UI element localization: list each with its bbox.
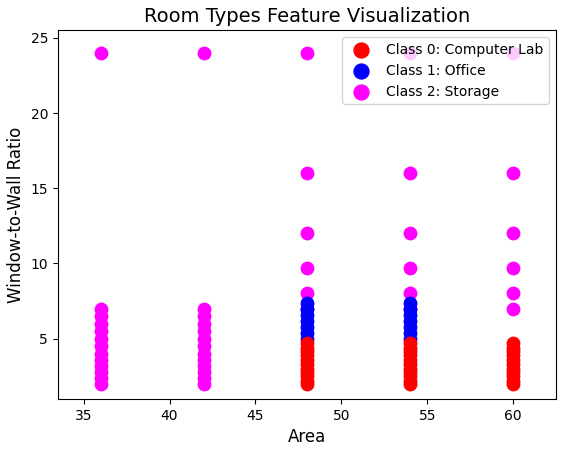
Class 2: Storage: (48, 24): Storage: (48, 24) bbox=[302, 49, 311, 57]
Class 1: Office: (48, 6.6): Office: (48, 6.6) bbox=[302, 311, 311, 318]
Legend: Class 0: Computer Lab, Class 1: Office, Class 2: Storage: Class 0: Computer Lab, Class 1: Office, … bbox=[342, 37, 549, 104]
Class 2: Storage: (36, 3.2): Storage: (36, 3.2) bbox=[96, 362, 105, 369]
Class 2: Storage: (54, 8): Storage: (54, 8) bbox=[405, 290, 414, 297]
Class 2: Storage: (36, 4): Storage: (36, 4) bbox=[96, 350, 105, 357]
Class 2: Storage: (36, 6): Storage: (36, 6) bbox=[96, 320, 105, 327]
Class 0: Computer Lab: (60, 3.6): Computer Lab: (60, 3.6) bbox=[508, 356, 517, 363]
Class 2: Storage: (42, 6.5): Storage: (42, 6.5) bbox=[199, 313, 208, 320]
Class 2: Storage: (36, 2): Storage: (36, 2) bbox=[96, 380, 105, 387]
Class 0: Computer Lab: (48, 3.6): Computer Lab: (48, 3.6) bbox=[302, 356, 311, 363]
Class 0: Computer Lab: (54, 4.2): Computer Lab: (54, 4.2) bbox=[405, 347, 414, 354]
Class 0: Computer Lab: (48, 2.2): Computer Lab: (48, 2.2) bbox=[302, 377, 311, 384]
Class 0: Computer Lab: (48, 2.8): Computer Lab: (48, 2.8) bbox=[302, 368, 311, 376]
Class 2: Storage: (48, 8): Storage: (48, 8) bbox=[302, 290, 311, 297]
Class 1: Office: (54, 5.8): Office: (54, 5.8) bbox=[405, 323, 414, 330]
Class 1: Office: (54, 5): Office: (54, 5) bbox=[405, 335, 414, 342]
Class 1: Office: (54, 6.2): Office: (54, 6.2) bbox=[405, 317, 414, 324]
Class 0: Computer Lab: (60, 3.3): Computer Lab: (60, 3.3) bbox=[508, 361, 517, 368]
Class 2: Storage: (42, 24): Storage: (42, 24) bbox=[199, 49, 208, 57]
Class 0: Computer Lab: (60, 3.9): Computer Lab: (60, 3.9) bbox=[508, 352, 517, 359]
Class 1: Office: (54, 7): Office: (54, 7) bbox=[405, 305, 414, 312]
Class 2: Storage: (60, 8): Storage: (60, 8) bbox=[508, 290, 517, 297]
Class 2: Storage: (48, 9.7): Storage: (48, 9.7) bbox=[302, 264, 311, 271]
Class 2: Storage: (48, 7): Storage: (48, 7) bbox=[302, 305, 311, 312]
Class 0: Computer Lab: (54, 3.6): Computer Lab: (54, 3.6) bbox=[405, 356, 414, 363]
Class 0: Computer Lab: (54, 3): Computer Lab: (54, 3) bbox=[405, 365, 414, 372]
Class 2: Storage: (48, 16): Storage: (48, 16) bbox=[302, 169, 311, 177]
Class 1: Office: (48, 5.4): Office: (48, 5.4) bbox=[302, 329, 311, 336]
Class 2: Storage: (60, 12): Storage: (60, 12) bbox=[508, 230, 517, 237]
Class 0: Computer Lab: (60, 2.5): Computer Lab: (60, 2.5) bbox=[508, 373, 517, 380]
Class 0: Computer Lab: (60, 2.8): Computer Lab: (60, 2.8) bbox=[508, 368, 517, 376]
Class 2: Storage: (42, 4.5): Storage: (42, 4.5) bbox=[199, 342, 208, 350]
X-axis label: Area: Area bbox=[288, 428, 326, 446]
Class 0: Computer Lab: (54, 2.8): Computer Lab: (54, 2.8) bbox=[405, 368, 414, 376]
Class 0: Computer Lab: (60, 2.2): Computer Lab: (60, 2.2) bbox=[508, 377, 517, 384]
Class 0: Computer Lab: (48, 3): Computer Lab: (48, 3) bbox=[302, 365, 311, 372]
Class 0: Computer Lab: (54, 4.7): Computer Lab: (54, 4.7) bbox=[405, 339, 414, 347]
Class 1: Office: (48, 6.2): Office: (48, 6.2) bbox=[302, 317, 311, 324]
Class 0: Computer Lab: (54, 4.4): Computer Lab: (54, 4.4) bbox=[405, 344, 414, 351]
Class 2: Storage: (48, 12): Storage: (48, 12) bbox=[302, 230, 311, 237]
Class 0: Computer Lab: (54, 2.5): Computer Lab: (54, 2.5) bbox=[405, 373, 414, 380]
Class 2: Storage: (42, 5.5): Storage: (42, 5.5) bbox=[199, 328, 208, 335]
Class 0: Computer Lab: (48, 2): Computer Lab: (48, 2) bbox=[302, 380, 311, 387]
Class 0: Computer Lab: (60, 2): Computer Lab: (60, 2) bbox=[508, 380, 517, 387]
Class 1: Office: (54, 6.6): Office: (54, 6.6) bbox=[405, 311, 414, 318]
Class 2: Storage: (42, 5): Storage: (42, 5) bbox=[199, 335, 208, 342]
Class 0: Computer Lab: (48, 4.4): Computer Lab: (48, 4.4) bbox=[302, 344, 311, 351]
Class 2: Storage: (54, 16): Storage: (54, 16) bbox=[405, 169, 414, 177]
Class 2: Storage: (36, 5.5): Storage: (36, 5.5) bbox=[96, 328, 105, 335]
Class 0: Computer Lab: (60, 3): Computer Lab: (60, 3) bbox=[508, 365, 517, 372]
Class 2: Storage: (36, 2.4): Storage: (36, 2.4) bbox=[96, 374, 105, 381]
Class 2: Storage: (54, 12): Storage: (54, 12) bbox=[405, 230, 414, 237]
Class 1: Office: (54, 5.4): Office: (54, 5.4) bbox=[405, 329, 414, 336]
Class 2: Storage: (36, 5): Storage: (36, 5) bbox=[96, 335, 105, 342]
Class 2: Storage: (36, 4.5): Storage: (36, 4.5) bbox=[96, 342, 105, 350]
Class 2: Storage: (42, 2.8): Storage: (42, 2.8) bbox=[199, 368, 208, 376]
Class 2: Storage: (36, 24): Storage: (36, 24) bbox=[96, 49, 105, 57]
Class 2: Storage: (42, 2.4): Storage: (42, 2.4) bbox=[199, 374, 208, 381]
Class 0: Computer Lab: (48, 2.5): Computer Lab: (48, 2.5) bbox=[302, 373, 311, 380]
Class 0: Computer Lab: (54, 2): Computer Lab: (54, 2) bbox=[405, 380, 414, 387]
Class 2: Storage: (42, 3.2): Storage: (42, 3.2) bbox=[199, 362, 208, 369]
Class 2: Storage: (54, 7): Storage: (54, 7) bbox=[405, 305, 414, 312]
Class 2: Storage: (42, 4): Storage: (42, 4) bbox=[199, 350, 208, 357]
Title: Room Types Feature Visualization: Room Types Feature Visualization bbox=[144, 7, 470, 26]
Class 2: Storage: (60, 9.7): Storage: (60, 9.7) bbox=[508, 264, 517, 271]
Y-axis label: Window-to-Wall Ratio: Window-to-Wall Ratio bbox=[7, 126, 25, 303]
Class 0: Computer Lab: (60, 4.2): Computer Lab: (60, 4.2) bbox=[508, 347, 517, 354]
Class 0: Computer Lab: (48, 3.9): Computer Lab: (48, 3.9) bbox=[302, 352, 311, 359]
Class 0: Computer Lab: (48, 4.2): Computer Lab: (48, 4.2) bbox=[302, 347, 311, 354]
Class 0: Computer Lab: (60, 4.4): Computer Lab: (60, 4.4) bbox=[508, 344, 517, 351]
Class 0: Computer Lab: (54, 3.9): Computer Lab: (54, 3.9) bbox=[405, 352, 414, 359]
Class 2: Storage: (42, 6): Storage: (42, 6) bbox=[199, 320, 208, 327]
Class 2: Storage: (36, 6.5): Storage: (36, 6.5) bbox=[96, 313, 105, 320]
Class 1: Office: (48, 7): Office: (48, 7) bbox=[302, 305, 311, 312]
Class 2: Storage: (36, 7): Storage: (36, 7) bbox=[96, 305, 105, 312]
Class 2: Storage: (42, 7): Storage: (42, 7) bbox=[199, 305, 208, 312]
Class 0: Computer Lab: (54, 3.3): Computer Lab: (54, 3.3) bbox=[405, 361, 414, 368]
Class 0: Computer Lab: (54, 2.2): Computer Lab: (54, 2.2) bbox=[405, 377, 414, 384]
Class 2: Storage: (42, 3.6): Storage: (42, 3.6) bbox=[199, 356, 208, 363]
Class 2: Storage: (60, 7): Storage: (60, 7) bbox=[508, 305, 517, 312]
Class 2: Storage: (60, 24): Storage: (60, 24) bbox=[508, 49, 517, 57]
Class 2: Storage: (54, 24): Storage: (54, 24) bbox=[405, 49, 414, 57]
Class 1: Office: (54, 7.4): Office: (54, 7.4) bbox=[405, 299, 414, 306]
Class 0: Computer Lab: (60, 4.7): Computer Lab: (60, 4.7) bbox=[508, 339, 517, 347]
Class 2: Storage: (42, 2): Storage: (42, 2) bbox=[199, 380, 208, 387]
Class 2: Storage: (60, 16): Storage: (60, 16) bbox=[508, 169, 517, 177]
Class 2: Storage: (36, 3.6): Storage: (36, 3.6) bbox=[96, 356, 105, 363]
Class 2: Storage: (36, 2.8): Storage: (36, 2.8) bbox=[96, 368, 105, 376]
Class 1: Office: (48, 5): Office: (48, 5) bbox=[302, 335, 311, 342]
Class 0: Computer Lab: (48, 4.7): Computer Lab: (48, 4.7) bbox=[302, 339, 311, 347]
Class 1: Office: (48, 7.4): Office: (48, 7.4) bbox=[302, 299, 311, 306]
Class 2: Storage: (54, 9.7): Storage: (54, 9.7) bbox=[405, 264, 414, 271]
Class 0: Computer Lab: (48, 3.3): Computer Lab: (48, 3.3) bbox=[302, 361, 311, 368]
Class 1: Office: (48, 5.8): Office: (48, 5.8) bbox=[302, 323, 311, 330]
